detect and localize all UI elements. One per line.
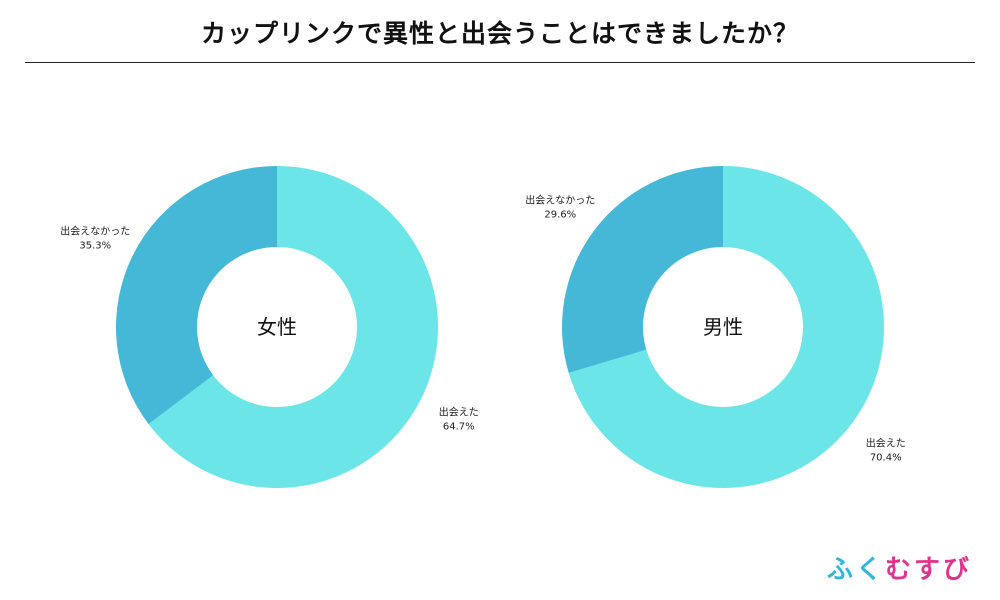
- logo-char: び: [942, 555, 972, 585]
- title-divider: [25, 62, 975, 63]
- donut-slice: [148, 166, 438, 488]
- donut-slice: [562, 166, 723, 373]
- slice-value-label: 70.4%: [870, 452, 902, 463]
- donut-center-label: 男性: [703, 315, 743, 339]
- chart-title: カップリンクで異性と出会うことはできましたか？: [200, 19, 799, 48]
- logo-char: む: [884, 555, 914, 585]
- slice-value-label: 64.7%: [443, 421, 475, 432]
- slice-label: 出会えなかった: [525, 194, 595, 207]
- slice-label: 出会えた: [866, 436, 906, 449]
- donut-slice: [116, 166, 278, 425]
- slice-value-label: 29.6%: [544, 210, 576, 221]
- slice-label: 出会えた: [439, 405, 479, 418]
- logo-char: ふ: [826, 555, 856, 585]
- brand-logo: ふくむすび: [827, 549, 972, 586]
- logo-char: す: [913, 555, 943, 585]
- logo-char: く: [855, 555, 885, 585]
- donut-center-label: 女性: [257, 315, 297, 339]
- slice-value-label: 35.3%: [79, 241, 111, 252]
- donut-slice: [568, 166, 884, 488]
- slice-label: 出会えなかった: [60, 225, 130, 238]
